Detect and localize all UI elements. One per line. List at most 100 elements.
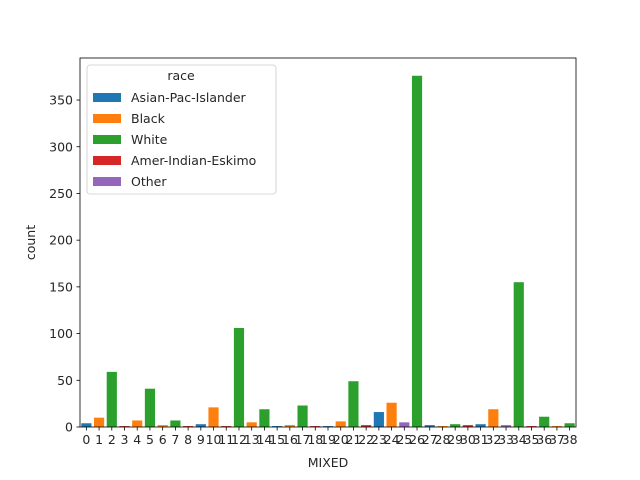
x-tick-label: 15 [269,432,285,447]
bar [221,426,232,427]
x-tick-label: 12 [231,432,247,447]
x-tick-label: 2 [108,432,116,447]
bar [564,423,575,427]
bar [81,423,92,427]
x-tick-label: 27 [422,432,438,447]
y-axis-label: count [23,225,38,260]
bar [93,417,105,427]
bar [246,422,257,427]
x-tick-label: 7 [171,432,179,447]
x-tick-label: 3 [121,432,129,447]
legend-swatch [93,156,121,165]
y-tick-label: 300 [49,139,73,154]
bar [488,409,499,427]
bar [386,402,397,427]
bars-layer [81,75,575,427]
y-axis: 0 50 100 150 200 250 300 350 [49,93,80,435]
legend-label: Other [131,174,167,189]
bar [195,424,206,427]
bar [373,412,384,427]
bar [526,426,537,427]
x-tick-label: 24 [384,432,400,447]
bar [233,327,245,427]
legend-label: Amer-Indian-Eskimo [131,153,256,168]
bar [348,381,359,427]
bar [144,388,156,427]
legend-title: race [167,68,195,83]
x-tick-label: 21 [345,432,361,447]
x-tick-label: 9 [197,432,205,447]
y-tick-label: 50 [57,373,73,388]
bar [361,425,372,427]
x-tick-label: 34 [511,432,527,447]
y-tick-label: 150 [49,279,73,294]
x-tick-label: 19 [320,432,336,447]
bar [170,420,181,427]
x-tick-label: 22 [358,432,374,447]
x-tick-label: 14 [256,432,272,447]
y-tick-label: 0 [65,420,73,435]
x-tick-label: 17 [295,432,311,447]
bar [310,426,321,427]
x-tick-label: 5 [146,432,154,447]
x-axis: 0 1 2 3 4 5 6 7 8 9 101112131415161718192021222324… [82,427,578,447]
bar [297,405,308,427]
bar [322,426,334,427]
bar [475,424,486,427]
bar [462,425,473,427]
bar [539,416,550,427]
x-tick-label: 28 [435,432,451,447]
legend-label: Black [131,111,166,126]
legend-entries: Asian-Pac-Islander Black White Amer-Indian-… [93,90,256,189]
bar [259,409,270,427]
bar [411,75,423,427]
x-tick-label: 18 [307,432,323,447]
x-tick-label: 4 [133,432,141,447]
x-tick-label: 23 [371,432,387,447]
bar [335,421,346,427]
x-tick-label: 8 [184,432,192,447]
legend-label: White [131,132,168,147]
legend: race Asian-Pac-Islander Black White Amer-In… [86,64,277,195]
legend-swatch [93,177,121,186]
x-tick-label: 20 [333,432,349,447]
bar [272,426,283,427]
x-tick-label: 25 [396,432,412,447]
bar [132,420,143,427]
x-tick-label: 29 [447,432,463,447]
legend-box [86,64,277,195]
x-tick-label: 37 [549,432,565,447]
bar [208,407,219,427]
x-tick-label: 31 [473,432,489,447]
bar [399,422,410,427]
x-tick-label: 26 [409,432,425,447]
x-tick-label: 6 [159,432,167,447]
bar [513,282,524,427]
x-tick-label: 35 [524,432,540,447]
y-tick-label: 350 [49,93,73,108]
bar [450,424,461,427]
x-tick-label: 38 [562,432,578,447]
legend-label: Asian-Pac-Islander [131,90,247,105]
bar [500,425,512,427]
bar [119,426,130,427]
x-tick-label: 33 [498,432,514,447]
x-tick-label: 30 [460,432,476,447]
x-tick-label: 32 [485,432,501,447]
bar [183,426,194,427]
x-axis-label: MIXED [308,455,349,470]
legend-swatch [93,114,121,123]
y-tick-label: 100 [49,326,73,341]
x-tick-label: 10 [206,432,222,447]
bar [551,426,563,427]
x-tick-label: 11 [218,432,234,447]
x-tick-label: 36 [536,432,552,447]
bar [284,425,295,427]
bar [437,426,448,427]
bar [424,425,435,427]
y-tick-label: 200 [49,233,73,248]
legend-swatch [93,93,121,102]
x-tick-label: 0 [82,432,90,447]
bar [106,371,117,427]
